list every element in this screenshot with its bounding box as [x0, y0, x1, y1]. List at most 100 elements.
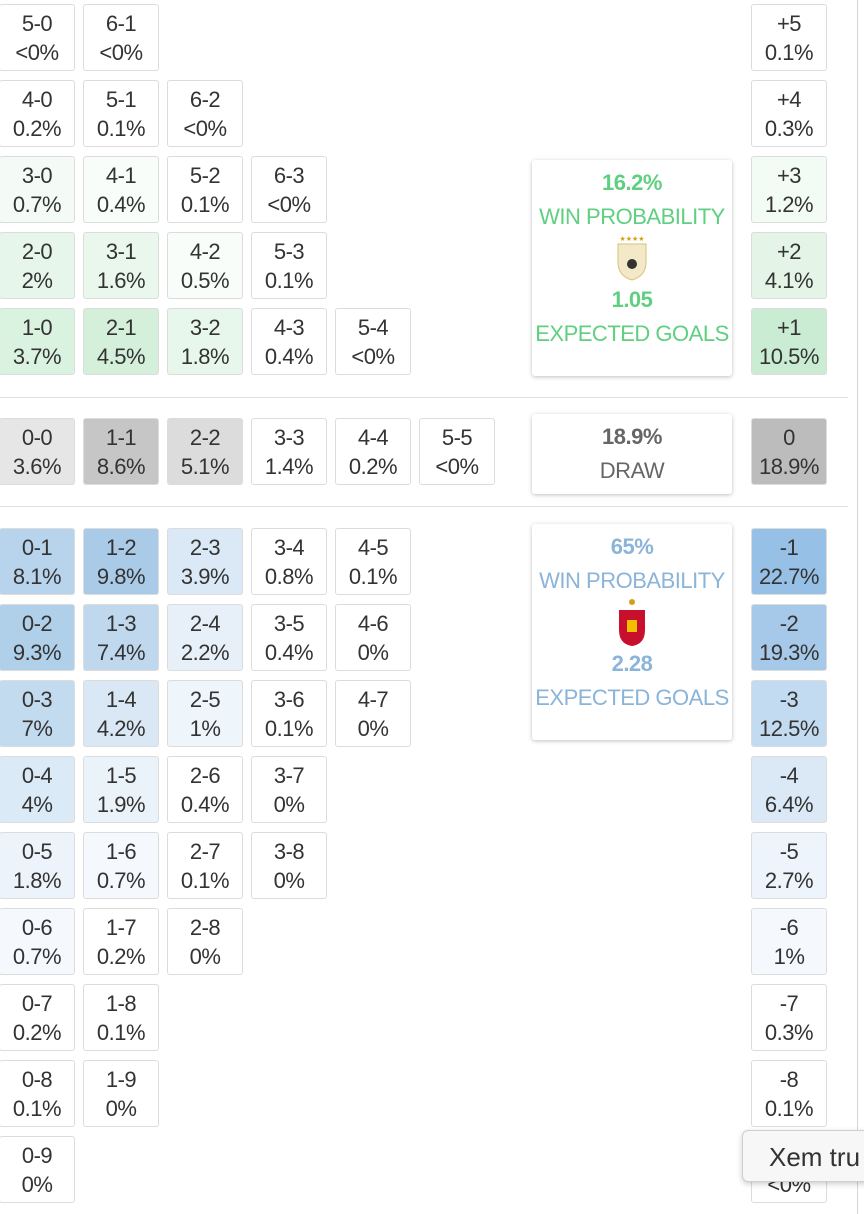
score-cell-prob: 5.1%	[180, 454, 230, 479]
score-cell-label: 1-0	[21, 315, 53, 340]
score-cell: 1-8 0.1%	[83, 984, 159, 1051]
score-cell: 0-0 3.6%	[0, 418, 75, 485]
score-cell: 0-8 0.1%	[0, 1060, 75, 1127]
margin-cell-prob: 0.3%	[764, 1020, 814, 1045]
score-cell: 2-5 1%	[167, 680, 243, 747]
score-cell: 0-2 9.3%	[0, 604, 75, 671]
score-cell: 6-2 <0%	[167, 80, 243, 147]
margin-cell: -5 2.7%	[751, 832, 827, 899]
score-cell: 2-6 0.4%	[167, 756, 243, 823]
score-cell-prob: 0.1%	[96, 116, 146, 141]
score-cell-label: 2-0	[21, 239, 53, 264]
margin-cell-label: +3	[776, 163, 802, 188]
score-cell-label: 3-2	[189, 315, 221, 340]
score-cell-prob: 0.2%	[12, 1020, 62, 1045]
score-cell-label: 5-4	[357, 315, 389, 340]
score-cell: 1-2 9.8%	[83, 528, 159, 595]
score-cell-label: 6-3	[273, 163, 305, 188]
margin-cell: -4 6.4%	[751, 756, 827, 823]
score-cell-label: 3-8	[273, 839, 305, 864]
score-cell-label: 0-2	[21, 611, 53, 636]
score-cell: 5-1 0.1%	[83, 80, 159, 147]
score-cell-label: 3-0	[21, 163, 53, 188]
margin-cell-label: +2	[776, 239, 802, 264]
score-cell: 5-2 0.1%	[167, 156, 243, 223]
score-cell-prob: 1.8%	[12, 868, 62, 893]
score-cell-label: 1-1	[105, 425, 137, 450]
uruguay-crest: ★★★★	[617, 235, 647, 281]
score-cell: 2-3 3.9%	[167, 528, 243, 595]
score-cell-prob: 0.7%	[12, 944, 62, 969]
score-cell-label: 5-0	[21, 11, 53, 36]
score-cell-prob: <0%	[351, 344, 395, 369]
away-win-prob: 65%	[610, 534, 654, 559]
score-cell-prob: 9.8%	[96, 564, 146, 589]
score-cell-prob: 2.2%	[180, 640, 230, 665]
score-cell: 1-6 0.7%	[83, 832, 159, 899]
score-cell-label: 5-1	[105, 87, 137, 112]
score-cell-label: 0-9	[21, 1143, 53, 1168]
score-cell-label: 2-1	[105, 315, 137, 340]
home-card: 16.2% WIN PROBABILITY ★★★★ 1.05 EXPECTED…	[532, 160, 732, 376]
score-cell-prob: <0%	[183, 116, 227, 141]
margin-cell: -8 0.1%	[751, 1060, 827, 1127]
score-cell: 4-4 0.2%	[335, 418, 411, 485]
score-cell: 1-3 7.4%	[83, 604, 159, 671]
score-cell-label: 1-3	[105, 611, 137, 636]
score-cell-label: 0-3	[21, 687, 53, 712]
score-cell-prob: 2%	[21, 268, 53, 293]
score-cell: 3-0 0.7%	[0, 156, 75, 223]
margin-cell: +3 1.2%	[751, 156, 827, 223]
score-cell-prob: <0%	[267, 192, 311, 217]
score-cell-label: 1-7	[105, 915, 137, 940]
score-cell-prob: 0%	[357, 716, 389, 741]
margin-cell-label: -7	[779, 991, 799, 1016]
score-cell-label: 4-7	[357, 687, 389, 712]
tooltip[interactable]: Xem tru	[742, 1130, 864, 1182]
score-cell-prob: 9.3%	[12, 640, 62, 665]
score-cell-label: 2-2	[189, 425, 221, 450]
score-cell-label: 6-1	[105, 11, 137, 36]
away-win-label: WIN PROBABILITY	[539, 568, 725, 593]
score-cell-prob: 0.1%	[264, 716, 314, 741]
score-cell-prob: 4.5%	[96, 344, 146, 369]
score-cell-label: 0-1	[21, 535, 53, 560]
margin-cell-label: -5	[779, 839, 799, 864]
score-cell: 3-2 1.8%	[167, 308, 243, 375]
score-cell: 1-1 8.6%	[83, 418, 159, 485]
margin-cell-prob: 12.5%	[759, 716, 819, 741]
score-cell-label: 0-0	[21, 425, 53, 450]
score-cell-label: 5-5	[441, 425, 473, 450]
margin-cell: -6 1%	[751, 908, 827, 975]
margin-cell-label: 0	[783, 425, 795, 450]
score-cell-prob: 7%	[21, 716, 53, 741]
score-cell-prob: 0%	[273, 868, 305, 893]
score-cell-prob: 0.1%	[264, 268, 314, 293]
margin-cell: 0 18.9%	[751, 418, 827, 485]
score-cell: 0-9 0%	[0, 1136, 75, 1203]
score-cell-label: 3-3	[273, 425, 305, 450]
score-cell: 3-1 1.6%	[83, 232, 159, 299]
score-cell-prob: 0%	[189, 944, 221, 969]
score-cell: 3-7 0%	[251, 756, 327, 823]
score-cell-prob: <0%	[15, 40, 59, 65]
score-cell-prob: 4%	[21, 792, 53, 817]
score-cell-label: 2-4	[189, 611, 221, 636]
score-cell: 4-0 0.2%	[0, 80, 75, 147]
margin-cell-prob: 10.5%	[759, 344, 819, 369]
draw-label: DRAW	[599, 458, 665, 483]
away-xg: 2.28	[611, 651, 653, 676]
score-cell-label: 4-6	[357, 611, 389, 636]
score-cell: 5-3 0.1%	[251, 232, 327, 299]
score-cell-label: 2-5	[189, 687, 221, 712]
score-cell-label: 4-4	[357, 425, 389, 450]
score-cell-prob: 1.6%	[96, 268, 146, 293]
score-cell: 6-3 <0%	[251, 156, 327, 223]
score-cell: 0-3 7%	[0, 680, 75, 747]
score-cell: 4-6 0%	[335, 604, 411, 671]
home-xg-label: EXPECTED GOALS	[535, 321, 729, 346]
score-cell-prob: 0.1%	[180, 868, 230, 893]
margin-cell: +4 0.3%	[751, 80, 827, 147]
score-cell-label: 1-2	[105, 535, 137, 560]
